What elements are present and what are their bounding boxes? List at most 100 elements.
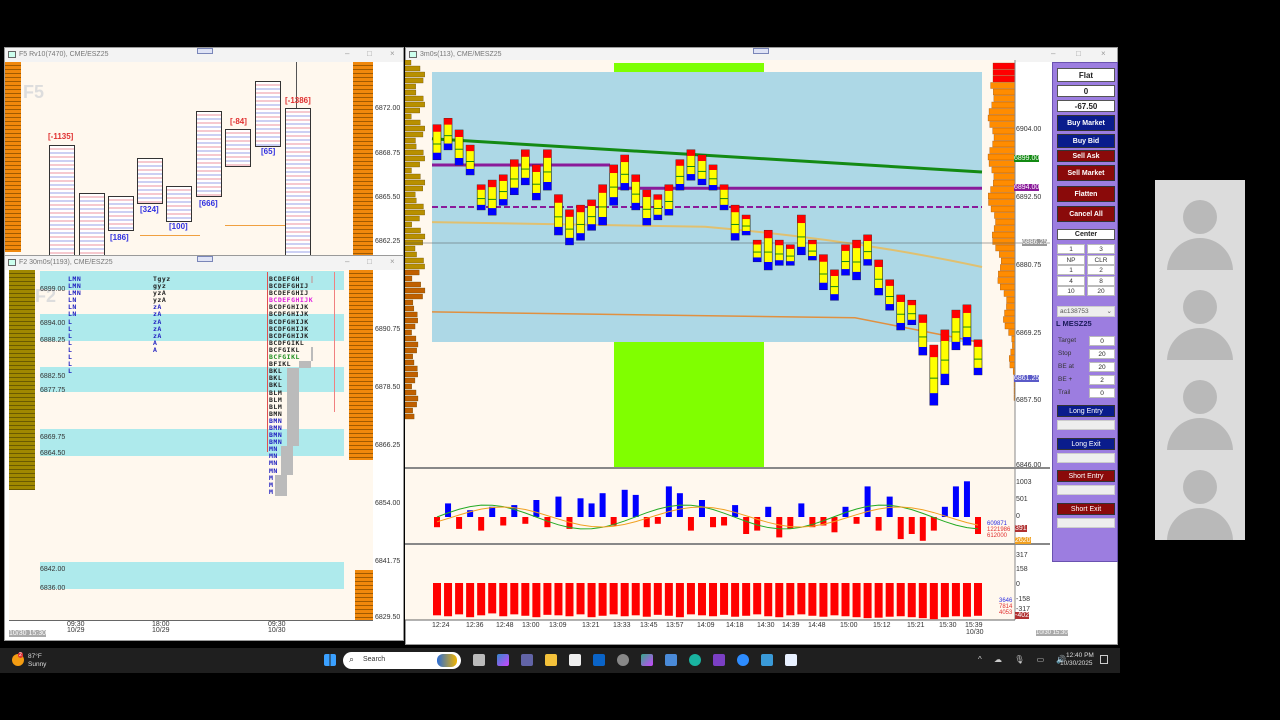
edge-icon[interactable] — [689, 654, 701, 666]
candle — [697, 154, 707, 186]
quantity-preset-button[interactable]: 10 — [1057, 286, 1085, 296]
tpo-row: zA — [153, 318, 171, 326]
close-button[interactable]: × — [1101, 49, 1106, 58]
delta-bar — [930, 517, 937, 531]
volume-bar — [808, 583, 817, 616]
window-titlebar[interactable]: 3m0s(113), CME/MESZ25 – □ × — [406, 48, 1117, 62]
quantity-preset-button[interactable]: 4 — [1057, 275, 1085, 286]
volume-bar — [455, 583, 464, 615]
outlook-icon[interactable] — [593, 654, 605, 666]
window-grip[interactable] — [753, 48, 769, 54]
minimize-button[interactable]: – — [1051, 49, 1056, 58]
window-icon — [8, 51, 16, 58]
clock-time[interactable]: 12:40 PM — [1066, 652, 1094, 659]
delta-bar — [919, 517, 926, 541]
teams-icon[interactable] — [521, 654, 533, 666]
cancel-all-button[interactable]: Cancel All — [1057, 206, 1115, 222]
candle — [852, 239, 861, 281]
weather-widget[interactable]: 2 87°F Sunny — [12, 652, 62, 670]
copilot-icon[interactable] — [497, 654, 509, 666]
tpo-column: LMN LMN LMN LN LN LN L L L L L L L L — [68, 275, 81, 375]
footprint-chart-area[interactable]: F5 [-1135] [186] [324] [100] [666] [-84]… — [5, 62, 373, 258]
volume-bar — [775, 583, 784, 618]
quantity-stepper[interactable]: 1 — [1057, 244, 1085, 254]
app-icon[interactable] — [713, 654, 725, 666]
level-price-label: 6882.50 — [40, 373, 66, 380]
minimize-button[interactable]: – — [345, 257, 350, 266]
maximize-button[interactable]: □ — [367, 49, 372, 58]
volume-bar — [720, 583, 729, 615]
window-grip[interactable] — [197, 48, 213, 54]
center-button[interactable]: Center — [1057, 229, 1115, 240]
account-select[interactable]: ac138753 ⌄ — [1057, 306, 1115, 317]
quantity-preset-button[interactable]: 2 — [1087, 265, 1115, 275]
watermark: F5 — [23, 82, 45, 102]
footprint-bar — [108, 196, 134, 231]
app-icon[interactable] — [665, 654, 677, 666]
price-label: 6862.25 — [375, 238, 401, 245]
file-explorer-icon[interactable] — [545, 654, 557, 666]
zoom-icon[interactable] — [737, 654, 749, 666]
sell-market-button[interactable]: Sell Market — [1057, 165, 1115, 181]
sell-ask-button[interactable]: Sell Ask — [1057, 150, 1115, 162]
volume-profile-bar — [992, 127, 1016, 135]
window-title: 3m0s(113), CME/MESZ25 — [420, 51, 502, 58]
maximize-button[interactable]: □ — [367, 257, 372, 266]
buy-bid-button[interactable]: Buy Bid — [1057, 134, 1115, 148]
search-highlight-icon — [437, 654, 457, 667]
task-view-icon[interactable] — [473, 654, 485, 666]
buy-market-button[interactable]: Buy Market — [1057, 115, 1115, 131]
short-entry-select[interactable] — [1057, 485, 1115, 495]
short-exit-select[interactable] — [1057, 518, 1115, 528]
profile-right — [349, 270, 373, 460]
tpo-row: LN — [68, 303, 77, 312]
short-entry-button[interactable]: Short Entry — [1057, 470, 1115, 482]
quantity-preset-button[interactable]: 1 — [1057, 265, 1085, 275]
maximize-button[interactable]: □ — [1076, 49, 1081, 58]
start-button[interactable] — [324, 654, 336, 666]
quantity-preset-button[interactable]: 8 — [1087, 275, 1115, 286]
system-tray-icons[interactable]: ^ ☁ 🎙 ▭ 🔊 — [978, 655, 1072, 664]
tpo-row: zA — [153, 304, 171, 312]
delta-bar — [478, 517, 485, 531]
quantity-preset-button[interactable]: NP — [1057, 254, 1085, 265]
field-stepper[interactable]: 2 — [1089, 375, 1115, 385]
delta-bar — [875, 517, 882, 531]
app-icon[interactable] — [785, 654, 797, 666]
flatten-button[interactable]: Flatten — [1057, 186, 1115, 202]
field-stepper[interactable]: 0 — [1089, 336, 1115, 346]
close-button[interactable]: × — [390, 49, 395, 58]
time-label: 14:09 — [697, 622, 715, 629]
quantity-preset-button[interactable]: 20 — [1087, 286, 1115, 296]
window-titlebar[interactable]: F2 30m0s(1193), CME/ESZ25 – □ × — [5, 256, 403, 270]
long-exit-button[interactable]: Long Exit — [1057, 438, 1115, 450]
search-box[interactable]: ⌕ Search — [343, 652, 461, 669]
tpo-chart-window[interactable]: F2 30m0s(1193), CME/ESZ25 – □ × F2 LMN LMN L… — [4, 255, 404, 641]
close-button[interactable]: × — [390, 257, 395, 266]
main-price-chart[interactable] — [405, 60, 1050, 640]
store-icon[interactable] — [569, 654, 581, 666]
window-grip[interactable] — [197, 256, 213, 262]
field-stepper[interactable]: 20 — [1089, 362, 1115, 372]
app-icon[interactable] — [761, 654, 773, 666]
short-exit-button[interactable]: Short Exit — [1057, 503, 1115, 515]
long-entry-button[interactable]: Long Entry — [1057, 405, 1115, 417]
footprint-chart-window[interactable]: F5 Rv10(7470), CME/ESZ25 – □ × F5 [-1135] … — [4, 47, 404, 258]
notification-icon[interactable] — [1100, 655, 1108, 664]
search-placeholder: Search — [363, 656, 386, 663]
field-stepper[interactable]: 20 — [1089, 349, 1115, 359]
window-titlebar[interactable]: F5 Rv10(7470), CME/ESZ25 – □ × — [5, 48, 403, 62]
quantity-preset-button[interactable]: CLR — [1087, 254, 1115, 265]
field-stepper[interactable]: 0 — [1089, 388, 1115, 398]
long-exit-select[interactable] — [1057, 453, 1115, 463]
candle — [476, 184, 486, 211]
quantity-preset-button[interactable]: 3 — [1087, 244, 1115, 254]
clock-date[interactable]: 10/30/2025 — [1060, 660, 1093, 667]
delta-bar — [776, 517, 783, 538]
corner-time-label: 10/30 15:30 — [1036, 630, 1068, 636]
long-entry-select[interactable] — [1057, 420, 1115, 430]
time-label: 13:09 — [549, 622, 567, 629]
settings-icon[interactable] — [617, 654, 629, 666]
minimize-button[interactable]: – — [345, 49, 350, 58]
app-icon[interactable] — [641, 654, 653, 666]
